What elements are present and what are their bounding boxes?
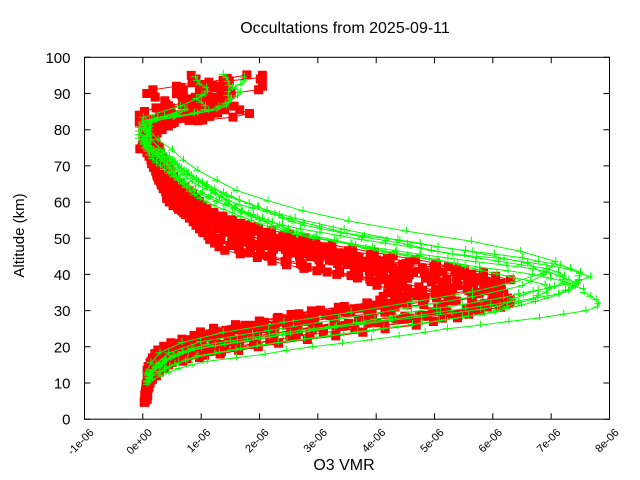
svg-text:30: 30 bbox=[54, 303, 71, 320]
svg-text:Altitude (km): Altitude (km) bbox=[11, 193, 28, 277]
svg-text:50: 50 bbox=[54, 231, 71, 248]
svg-text:Occultations from 2025-09-11: Occultations from 2025-09-11 bbox=[240, 20, 450, 37]
svg-text:70: 70 bbox=[54, 158, 71, 175]
svg-text:0: 0 bbox=[62, 412, 70, 429]
svg-text:90: 90 bbox=[54, 86, 71, 103]
svg-text:20: 20 bbox=[54, 339, 71, 356]
svg-text:80: 80 bbox=[54, 122, 71, 139]
svg-text:60: 60 bbox=[54, 195, 71, 212]
svg-text:O3 VMR: O3 VMR bbox=[313, 457, 374, 474]
svg-text:10: 10 bbox=[54, 376, 71, 393]
svg-text:40: 40 bbox=[54, 267, 71, 284]
svg-text:100: 100 bbox=[45, 50, 70, 67]
